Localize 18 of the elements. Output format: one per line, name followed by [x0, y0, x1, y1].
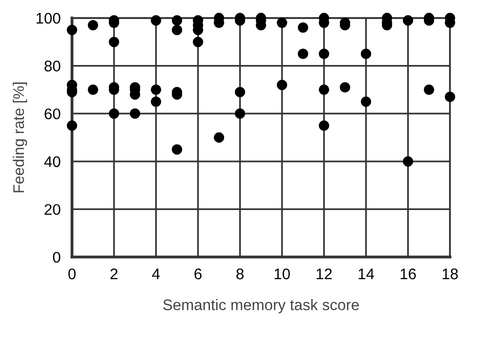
- y-tick-label: 20: [44, 204, 60, 215]
- x-tick-label: 4: [152, 268, 160, 280]
- x-tick-label: 12: [316, 268, 332, 280]
- x-tick-label: 16: [400, 268, 416, 280]
- y-tick-label: 0: [52, 252, 60, 263]
- x-axis-title: Semantic memory task score: [163, 299, 359, 314]
- x-tick-label: 10: [274, 268, 290, 280]
- y-axis-title: Feeding rate [%]: [12, 82, 28, 192]
- y-tick-label: 100: [36, 12, 60, 24]
- x-tick-label: 2: [110, 268, 118, 280]
- y-tick-label: 60: [44, 108, 60, 120]
- x-tick-label: 18: [442, 268, 458, 280]
- x-tick-label: 0: [68, 268, 76, 280]
- y-tick-label: 40: [44, 156, 60, 168]
- y-tick-label: 80: [44, 60, 60, 72]
- x-tick-label: 14: [358, 268, 374, 280]
- x-tick-label: 6: [194, 268, 202, 280]
- x-tick-label: 8: [236, 268, 244, 280]
